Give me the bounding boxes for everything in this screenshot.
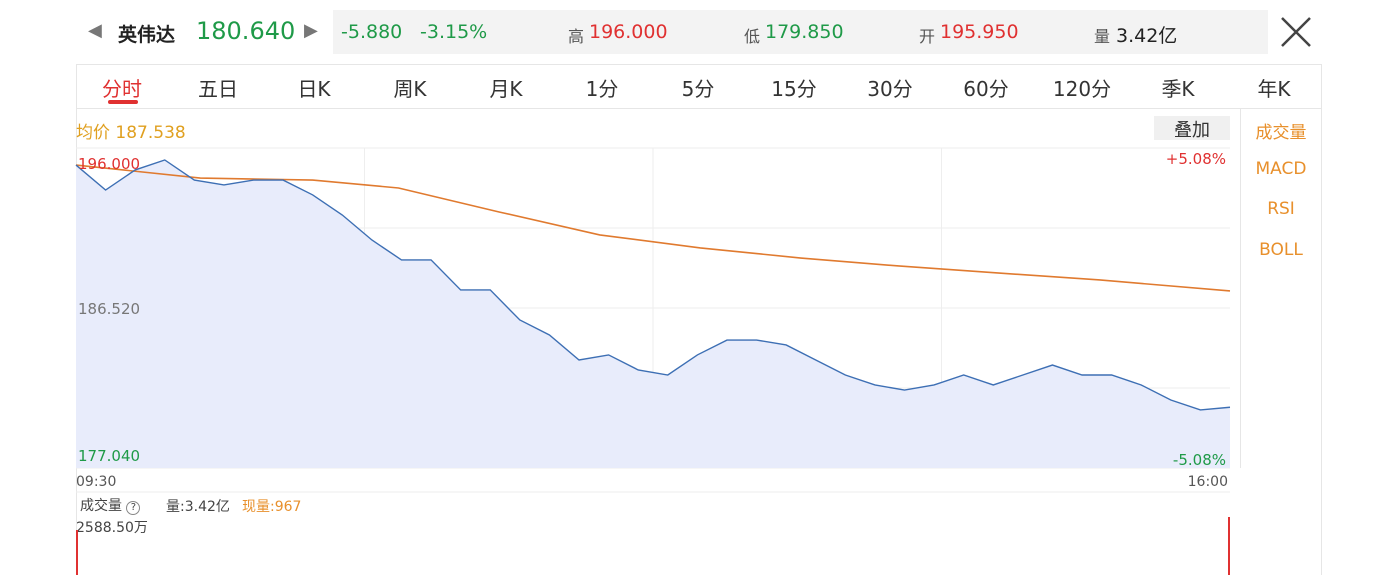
- tab[interactable]: 周K: [393, 77, 427, 101]
- tab[interactable]: 5分: [681, 77, 715, 101]
- stat-label: 开: [919, 27, 936, 46]
- stat-label: 低: [744, 27, 761, 46]
- y-tick-label: 177.040: [78, 447, 140, 465]
- stat-label: 量: [1094, 27, 1111, 46]
- stat-value: 196.000: [589, 21, 668, 43]
- price-line: [75, 159, 1231, 411]
- tab[interactable]: 60分: [963, 77, 1009, 101]
- next-arrow[interactable]: ▶: [304, 20, 318, 41]
- stat-value: 179.850: [765, 21, 844, 43]
- stat-value: 195.950: [940, 21, 1019, 43]
- stats-box: [333, 10, 1268, 54]
- overlay-button[interactable]: 叠加: [1154, 116, 1230, 141]
- indicator[interactable]: 成交量: [1255, 123, 1307, 143]
- avg-label: 均价: [76, 123, 110, 143]
- tab[interactable]: 日K: [297, 77, 331, 101]
- indicator[interactable]: MACD: [1255, 158, 1307, 179]
- volume-current: 现量:967: [242, 499, 302, 515]
- avg-price: 均价 187.538: [76, 118, 186, 143]
- indicator[interactable]: BOLL: [1259, 239, 1303, 260]
- close-button[interactable]: [1280, 16, 1312, 48]
- tab[interactable]: 五日: [198, 77, 238, 101]
- tab[interactable]: 1分: [585, 77, 619, 101]
- tab-underline: [108, 100, 138, 104]
- x-tick-label: 09:30: [76, 474, 116, 490]
- stock-price: 180.640: [196, 17, 296, 45]
- tab-divider: [76, 108, 1322, 109]
- volume-title-text: 成交量: [80, 498, 122, 514]
- y-tick-label: 186.520: [78, 300, 140, 318]
- prev-arrow[interactable]: ◀: [88, 20, 102, 41]
- tab[interactable]: 分时: [102, 77, 142, 101]
- pct-label: -5.08%: [1173, 451, 1226, 469]
- info-icon[interactable]: ?: [126, 501, 141, 515]
- change-pct: -3.15%: [420, 21, 488, 43]
- pct-label: +5.08%: [1166, 150, 1226, 168]
- volume-bar: [76, 530, 78, 575]
- side-divider: [1240, 108, 1241, 468]
- average-line: [75, 164, 1231, 292]
- volume-bar: [1228, 517, 1230, 575]
- tab[interactable]: 15分: [771, 77, 817, 101]
- volume-total: 量:3.42亿: [166, 499, 230, 515]
- change: -5.880: [341, 21, 403, 43]
- stat-value: 3.42亿: [1116, 25, 1178, 47]
- tab[interactable]: 120分: [1052, 77, 1112, 101]
- avg-value: 187.538: [115, 123, 186, 143]
- volume-title: 成交量 ?: [80, 495, 141, 515]
- tab[interactable]: 月K: [489, 77, 523, 101]
- x-tick-label: 16:00: [1188, 474, 1228, 490]
- volume-max: 2588.50万: [76, 520, 148, 536]
- tab[interactable]: 30分: [867, 77, 913, 101]
- indicator[interactable]: RSI: [1267, 199, 1295, 219]
- tab[interactable]: 季K: [1161, 77, 1195, 101]
- stock-name: 英伟达: [118, 24, 176, 46]
- stat-label: 高: [568, 27, 585, 46]
- tab[interactable]: 年K: [1257, 77, 1291, 101]
- y-tick-label: 196.000: [78, 155, 140, 173]
- price-area: [76, 159, 1230, 468]
